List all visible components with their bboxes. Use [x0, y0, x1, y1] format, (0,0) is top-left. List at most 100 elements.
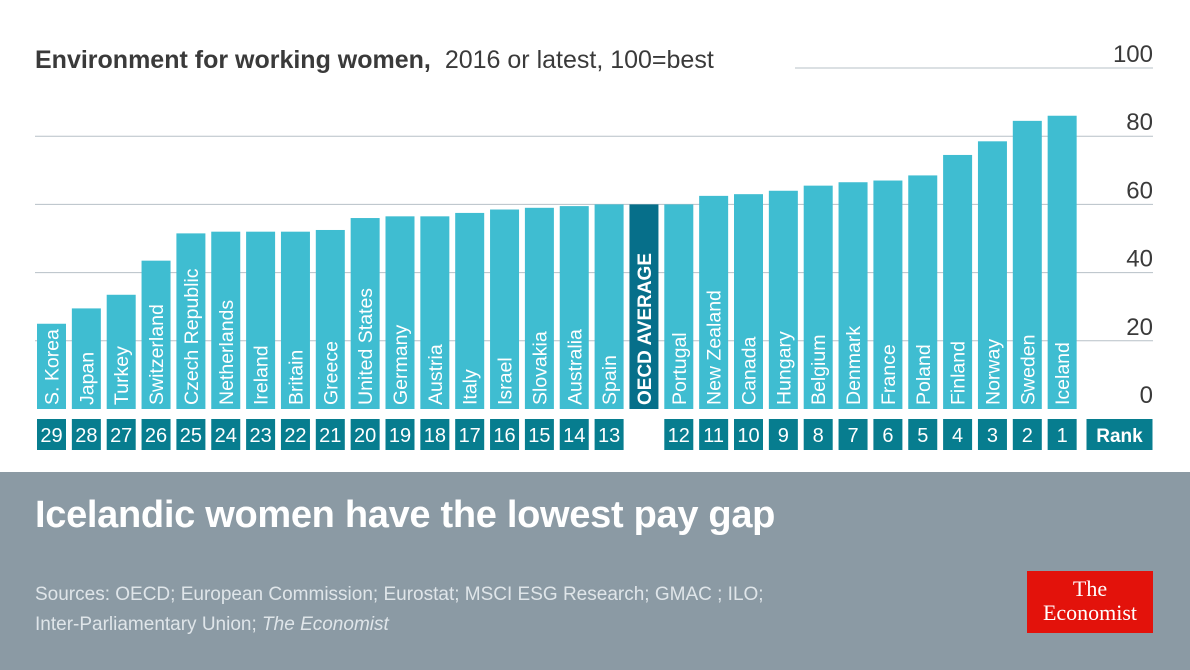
rank-number: 2 [1022, 425, 1033, 447]
rank-box [768, 419, 798, 450]
bar [559, 206, 589, 409]
rank-box [977, 419, 1007, 450]
rank-number: 14 [563, 425, 585, 447]
bar-label: United States [355, 288, 377, 405]
rank-number: 15 [528, 425, 550, 447]
rank-number: 1 [1057, 425, 1068, 447]
bar [455, 212, 485, 409]
rank-number: 9 [778, 425, 789, 447]
rank-box [141, 419, 171, 450]
rank-number: 26 [145, 425, 167, 447]
rank-box [490, 419, 520, 450]
rank-box [734, 419, 763, 450]
rank-box [420, 419, 450, 450]
rank-number: 22 [284, 425, 306, 447]
rank-number: 28 [75, 425, 97, 447]
rank-box [664, 419, 694, 450]
rank-box [350, 419, 380, 450]
rank-box [1012, 419, 1042, 450]
bar-label: Austria [425, 344, 447, 405]
y-tick-label: 20 [1126, 314, 1153, 341]
rank-row: 29 28 27 26 25 24 23 22 21 20 19 18 17 16 15 14 13 12 11 10… [37, 419, 1153, 450]
gridlines: 0 20 40 60 80 100 [35, 41, 1153, 409]
rank-box [838, 419, 868, 450]
rank-box [699, 419, 729, 450]
footer: Icelandic women have the lowest pay gap … [0, 472, 1190, 670]
rank-number: 8 [813, 425, 824, 447]
rank-box [1047, 419, 1077, 450]
y-tick-label: 100 [1113, 41, 1153, 68]
rank-header-label: Rank [1096, 426, 1143, 447]
bar-label: Czech Republic [181, 268, 203, 405]
bar-label: Israel [495, 357, 517, 405]
bar-label: Portugal [669, 332, 691, 405]
bar-label: France [878, 344, 900, 405]
economist-logo: The Economist [1027, 571, 1153, 633]
rank-box [176, 419, 206, 450]
bar [873, 180, 903, 409]
bar-label: Greece [320, 341, 342, 405]
rank-number: 23 [249, 425, 271, 447]
bars: S. Korea Japan Turkey Switzerland Czech Repu… [37, 115, 1077, 410]
rank-box [559, 419, 589, 450]
rank-number: 19 [389, 425, 411, 447]
rank-header-box [1086, 419, 1153, 450]
rank-number: 25 [180, 425, 202, 447]
bar [1047, 115, 1077, 410]
bar [908, 175, 938, 409]
bar [106, 294, 136, 409]
rank-number: 13 [598, 425, 620, 447]
bar-label: Canada [739, 337, 761, 405]
bar-label: Iceland [1052, 342, 1074, 405]
bar-label: Italy [460, 369, 482, 405]
rank-box [455, 419, 485, 450]
rank-box [908, 419, 938, 450]
rank-number: 16 [493, 425, 515, 447]
bar-label: Japan [76, 352, 98, 405]
bar-label: Netherlands [216, 300, 238, 405]
rank-box [315, 419, 345, 450]
rank-number: 27 [110, 425, 132, 447]
rank-box [803, 419, 833, 450]
rank-number: 11 [703, 425, 724, 447]
bar-label: Turkey [111, 346, 133, 405]
bar [977, 141, 1007, 409]
bar [803, 185, 833, 409]
bar [141, 260, 171, 409]
bar-label: Spain [599, 355, 621, 405]
bar [734, 194, 763, 409]
bar [315, 229, 345, 409]
bar-label: Sweden [1017, 335, 1039, 405]
chart-subtitle: 2016 or latest, 100=best [445, 46, 714, 74]
bar [37, 323, 66, 409]
rank-number: 18 [424, 425, 446, 447]
rank-box [594, 419, 624, 450]
bar-label: Australia [564, 329, 586, 405]
rank-number: 12 [668, 425, 690, 447]
bar-label: S. Korea [42, 329, 64, 405]
rank-number: 29 [40, 425, 62, 447]
bar [524, 207, 554, 409]
y-tick-label: 80 [1126, 109, 1153, 136]
bar-label: Finland [948, 341, 970, 405]
rank-number: 20 [354, 425, 376, 447]
bar [629, 204, 659, 409]
bar [943, 154, 973, 409]
rank-number: 7 [847, 425, 858, 447]
rank-box [37, 419, 66, 450]
rank-number: 21 [319, 425, 341, 447]
rank-number: 24 [215, 425, 237, 447]
rank-number: 3 [987, 425, 998, 447]
bar [594, 204, 624, 409]
bar [280, 231, 310, 409]
logo-line-2: Economist [1042, 600, 1138, 625]
bar [838, 182, 868, 409]
headline: Icelandic women have the lowest pay gap [35, 494, 776, 536]
y-tick-label: 60 [1126, 177, 1153, 204]
rank-number: 6 [882, 425, 893, 447]
y-tick-label: 40 [1126, 246, 1153, 273]
bar-label: New Zealand [704, 290, 726, 405]
bar-label: Switzerland [146, 304, 168, 405]
rank-box [71, 419, 101, 450]
bar-label: Britain [285, 350, 307, 405]
